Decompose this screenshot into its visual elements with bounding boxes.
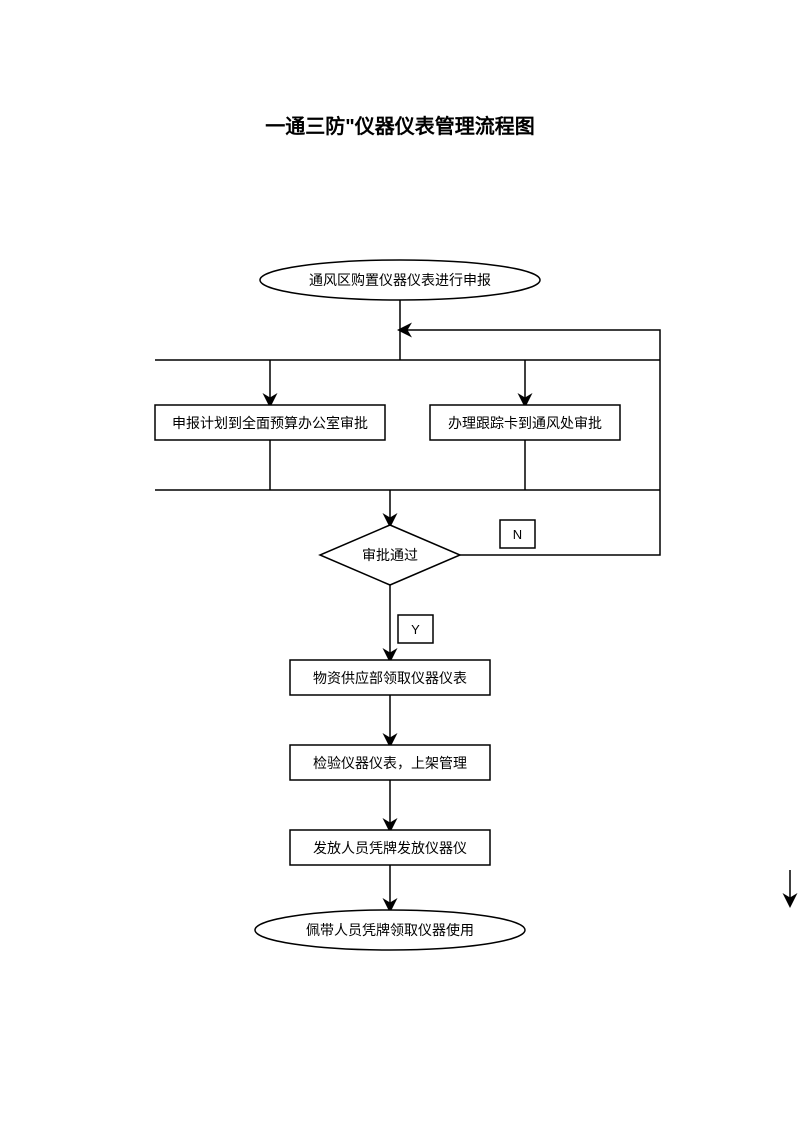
label-box_left: 申报计划到全面预算办公室审批 — [155, 405, 385, 440]
label-n_label: N — [500, 520, 535, 548]
label-decision: 审批通过 — [320, 525, 460, 585]
label-box_right: 办理跟踪卡到通风处审批 — [430, 405, 620, 440]
label-end: 佩带人员凭牌领取仪器使用 — [255, 910, 525, 950]
label-start: 通风区购置仪器仪表进行申报 — [260, 260, 540, 300]
label-box3: 物资供应部领取仪器仪表 — [290, 660, 490, 695]
label-box5: 发放人员凭牌发放仪器仪 — [290, 830, 490, 865]
label-box4: 检验仪器仪表，上架管理 — [290, 745, 490, 780]
label-y_label: Y — [398, 615, 433, 643]
